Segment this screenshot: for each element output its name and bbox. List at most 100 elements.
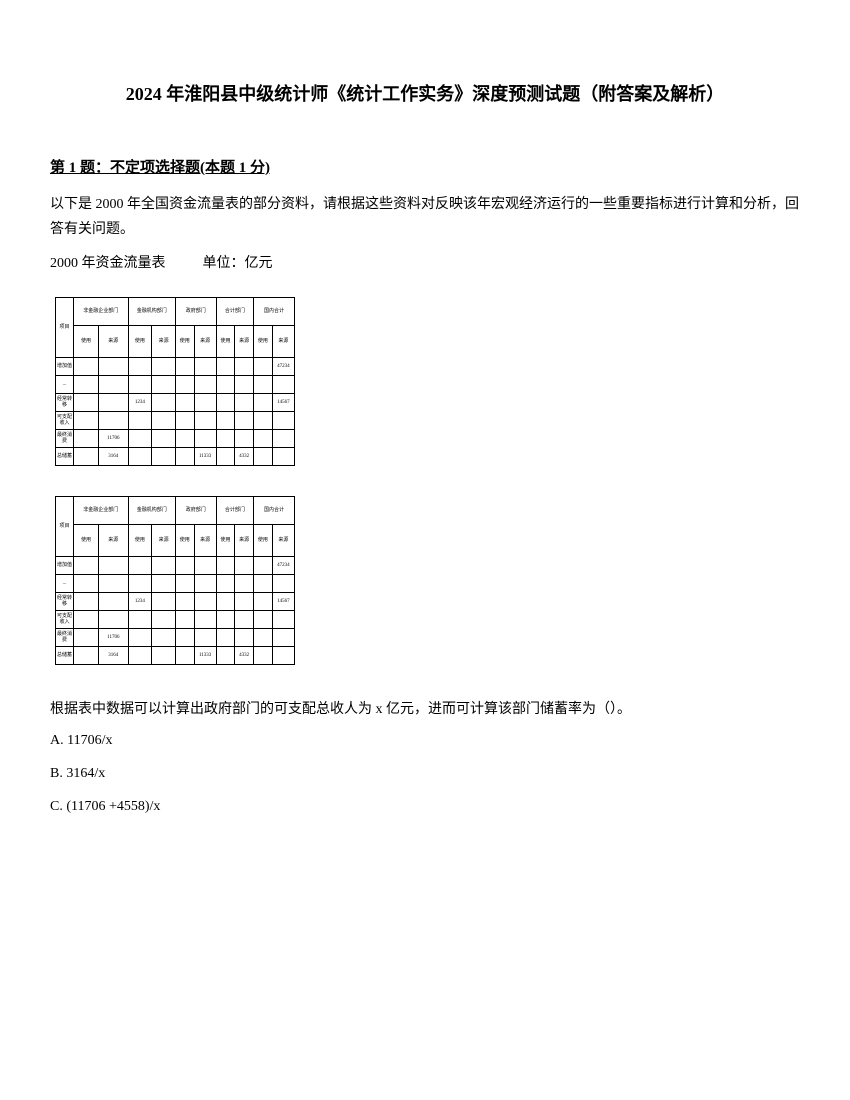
data-table-2: 项目 非金融企业部门 金融机构部门 政府部门 合计部门 国内合计 使用 来源 使… <box>55 496 800 665</box>
sub-header: 来源 <box>152 525 176 557</box>
option-c: C. (11706 +4558)/x <box>50 792 800 823</box>
option-b: B. 3164/x <box>50 759 800 790</box>
row-label: 经常转移 <box>56 394 74 412</box>
cell: 11333 <box>194 647 216 665</box>
cell <box>74 575 99 593</box>
sub-header: 来源 <box>194 326 216 358</box>
data-table-1: 项目 非金融企业部门 金融机构部门 政府部门 合计部门 国内合计 使用 来源 使… <box>55 297 800 466</box>
cell <box>235 593 254 611</box>
cell <box>74 557 99 575</box>
cell <box>99 593 129 611</box>
cell <box>74 394 99 412</box>
cell <box>254 647 273 665</box>
cell <box>175 575 194 593</box>
cell <box>152 575 176 593</box>
option-a: A. 11706/x <box>50 726 800 757</box>
cell <box>194 430 216 448</box>
row-label: 经常转移 <box>56 593 74 611</box>
cell <box>194 412 216 430</box>
cell <box>235 412 254 430</box>
row-label: 可支配收入 <box>56 412 74 430</box>
cell <box>152 611 176 629</box>
table-header: 非金融企业部门 <box>74 298 129 326</box>
cell <box>128 557 152 575</box>
sub-header: 使用 <box>216 326 235 358</box>
cell <box>128 647 152 665</box>
table-header: 国内合计 <box>254 497 295 525</box>
cell <box>216 575 235 593</box>
cell <box>152 647 176 665</box>
cell <box>152 394 176 412</box>
cell: 47234 <box>272 557 294 575</box>
cell <box>216 593 235 611</box>
sub-header: 使用 <box>74 326 99 358</box>
sub-header: 使用 <box>216 525 235 557</box>
cell <box>254 358 273 376</box>
cell <box>254 430 273 448</box>
cell: 11706 <box>99 430 129 448</box>
cell <box>152 593 176 611</box>
table-caption: 2000 年资金流量表 单位：亿元 <box>50 252 800 272</box>
cell <box>74 358 99 376</box>
cell <box>272 575 294 593</box>
cell: 3164 <box>99 647 129 665</box>
cell <box>216 611 235 629</box>
cell <box>74 611 99 629</box>
sub-header: 来源 <box>152 326 176 358</box>
cell <box>216 376 235 394</box>
cell <box>175 593 194 611</box>
cell <box>194 557 216 575</box>
cell: 4332 <box>235 448 254 466</box>
cell <box>272 412 294 430</box>
table-header: 政府部门 <box>175 298 216 326</box>
cell <box>152 629 176 647</box>
cell <box>272 376 294 394</box>
cell <box>175 394 194 412</box>
table-header: 非金融企业部门 <box>74 497 129 525</box>
cell <box>74 593 99 611</box>
caption-left: 2000 年资金流量表 <box>50 256 166 271</box>
cell <box>194 611 216 629</box>
cell <box>99 394 129 412</box>
question-body: 以下是 2000 年全国资金流量表的部分资料，请根据这些资料对反映该年宏观经济运… <box>50 192 800 242</box>
cell <box>74 647 99 665</box>
cell <box>175 430 194 448</box>
cell <box>74 629 99 647</box>
cell <box>254 394 273 412</box>
cell <box>216 430 235 448</box>
cell <box>128 448 152 466</box>
sub-header: 来源 <box>99 326 129 358</box>
cell <box>254 593 273 611</box>
cell <box>99 575 129 593</box>
cell <box>128 376 152 394</box>
cell <box>254 557 273 575</box>
sub-header: 来源 <box>272 525 294 557</box>
cell: 14567 <box>272 593 294 611</box>
sub-header: 使用 <box>128 525 152 557</box>
sub-header: 来源 <box>194 525 216 557</box>
row-label: ... <box>56 575 74 593</box>
cell: 1234 <box>128 593 152 611</box>
table-header: 金融机构部门 <box>128 298 175 326</box>
cell <box>272 629 294 647</box>
cell <box>272 430 294 448</box>
cell: 4332 <box>235 647 254 665</box>
cell <box>152 376 176 394</box>
cell: 47234 <box>272 358 294 376</box>
cell <box>194 593 216 611</box>
table-header: 合计部门 <box>216 298 253 326</box>
sub-header: 使用 <box>175 525 194 557</box>
cell <box>99 412 129 430</box>
cell <box>235 575 254 593</box>
row-label: 最终消费 <box>56 430 74 448</box>
cell <box>128 575 152 593</box>
options-list: A. 11706/x B. 3164/x C. (11706 +4558)/x <box>50 726 800 822</box>
cell <box>216 394 235 412</box>
cell <box>194 376 216 394</box>
row-label: 增加值 <box>56 358 74 376</box>
cell <box>99 557 129 575</box>
table-header: 合计部门 <box>216 497 253 525</box>
cell <box>128 629 152 647</box>
cell <box>216 448 235 466</box>
caption-right: 单位：亿元 <box>203 256 273 271</box>
